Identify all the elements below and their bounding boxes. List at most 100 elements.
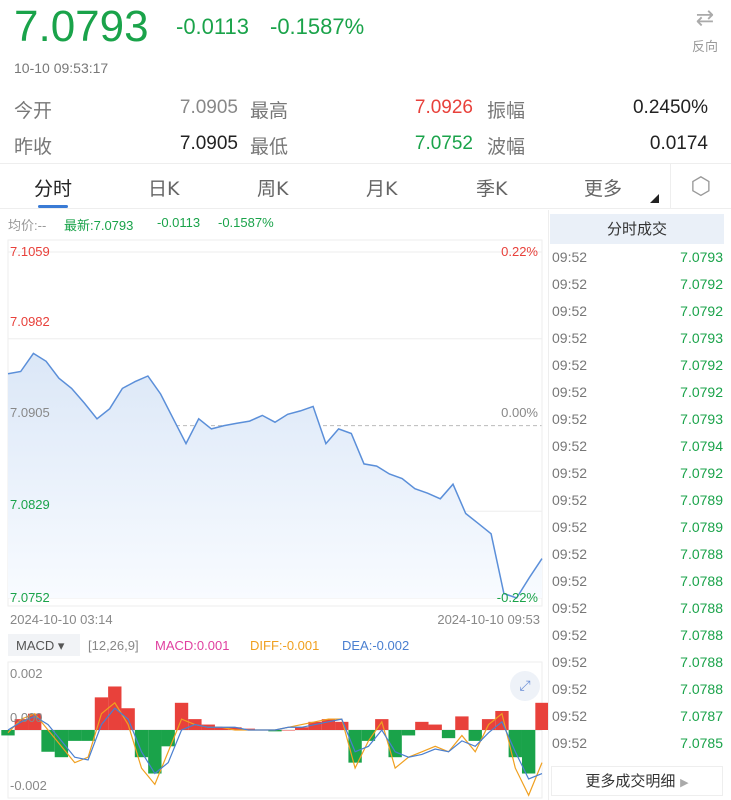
- more-trades-label: 更多成交明细: [585, 772, 676, 790]
- reverse-label: 反向: [691, 40, 718, 55]
- active-tab-indicator: [38, 205, 68, 208]
- current-price: 7.0793: [14, 2, 149, 51]
- high-value: 7.0926: [414, 97, 473, 118]
- trade-time: 09:52: [552, 411, 588, 427]
- open-value: 7.0905: [179, 97, 238, 118]
- tab-monthly[interactable]: 月K: [366, 178, 398, 200]
- trade-price: 7.0785: [680, 735, 723, 751]
- tab-weekly[interactable]: 周K: [257, 178, 289, 200]
- trade-price: 7.0792: [680, 357, 723, 373]
- open-label: 今开: [14, 101, 53, 122]
- tab-intraday[interactable]: 分时: [34, 178, 73, 200]
- tab-more[interactable]: 更多: [584, 178, 623, 200]
- macd-bar: [441, 730, 456, 739]
- prev-close-value: 7.0905: [179, 133, 238, 154]
- price-change-percent: -0.1587%: [270, 14, 365, 39]
- macd-bar: [308, 721, 322, 730]
- swap-arrows-icon: ⇄: [695, 6, 715, 31]
- trade-time: 09:52: [552, 708, 588, 724]
- macd-bar: [268, 730, 282, 732]
- macd-bar: [468, 730, 482, 741]
- expand-icon[interactable]: ⤢: [510, 671, 540, 701]
- macd-bar: [281, 730, 296, 731]
- macd-bar: [455, 716, 469, 730]
- trade-time: 09:52: [552, 330, 588, 346]
- divider: [548, 210, 549, 800]
- y-tick-label: 7.0905: [10, 405, 50, 420]
- price-change: -0.0113: [176, 14, 249, 39]
- trade-time: 09:52: [552, 357, 588, 373]
- trade-price: 7.0788: [680, 681, 723, 697]
- macd-bar: [295, 727, 309, 730]
- macd-bar: [41, 730, 55, 752]
- trade-time: 09:52: [552, 249, 588, 265]
- macd-y-tick: 0.002: [10, 666, 43, 681]
- latest-change-pct: -0.1587%: [218, 215, 274, 230]
- more-trades-button[interactable]: 更多成交明细 ▶: [551, 766, 723, 796]
- price-chart[interactable]: [0, 235, 548, 635]
- trade-price: 7.0788: [680, 654, 723, 670]
- macd-bar: [388, 730, 402, 758]
- macd-bar: [214, 727, 229, 730]
- trade-price: 7.0787: [680, 708, 723, 724]
- macd-bar: [161, 730, 175, 747]
- avg-price: 均价:--: [8, 218, 47, 233]
- trade-time: 09:52: [552, 681, 588, 697]
- trade-price: 7.0793: [680, 411, 723, 427]
- trade-time: 09:52: [552, 465, 588, 481]
- macd-chart[interactable]: [0, 660, 548, 800]
- y-tick-label: 7.1059: [10, 244, 50, 259]
- amplitude-label: 振幅: [487, 101, 526, 122]
- trade-price: 7.0788: [680, 600, 723, 616]
- trade-time: 09:52: [552, 600, 588, 616]
- macd-y-tick: 0.000: [10, 710, 43, 725]
- trade-price: 7.0789: [680, 519, 723, 535]
- macd-bar: [1, 730, 15, 736]
- trade-price: 7.0792: [680, 384, 723, 400]
- diff-value: DIFF:-0.001: [250, 638, 320, 653]
- more-dropdown-corner-icon: [650, 194, 659, 203]
- low-value: 7.0752: [414, 133, 473, 154]
- indicator-selector[interactable]: MACD ▾: [8, 634, 80, 656]
- trade-time: 09:52: [552, 546, 588, 562]
- trade-time: 09:52: [552, 519, 588, 535]
- trade-time: 09:52: [552, 654, 588, 670]
- macd-bar: [335, 721, 349, 730]
- dea-line: [7, 707, 543, 780]
- trade-time: 09:52: [552, 492, 588, 508]
- macd-params: [12,26,9]: [88, 638, 139, 653]
- macd-bar: [54, 730, 69, 758]
- pct-tick-label: -0.22%: [496, 590, 538, 605]
- macd-bar: [81, 730, 95, 741]
- macd-bar: [134, 730, 149, 758]
- trade-time: 09:52: [552, 438, 588, 454]
- macd-bar: [241, 728, 255, 730]
- tab-quarterly[interactable]: 季K: [476, 178, 508, 200]
- macd-bar: [14, 719, 29, 730]
- macd-bar: [321, 719, 336, 730]
- prev-close-label: 昨收: [14, 137, 53, 158]
- high-label: 最高: [250, 101, 289, 122]
- trade-price: 7.0792: [680, 465, 723, 481]
- x-label-end: 2024-10-10 09:53: [437, 612, 540, 627]
- trade-time: 09:52: [552, 627, 588, 643]
- trades-title: 分时成交: [550, 214, 724, 244]
- macd-bar: [521, 730, 536, 774]
- tab-daily[interactable]: 日K: [148, 178, 180, 200]
- pct-tick-label: 0.22%: [501, 244, 538, 259]
- trade-time: 09:52: [552, 735, 588, 751]
- macd-bar: [535, 702, 548, 730]
- macd-y-tick: -0.002: [10, 778, 47, 793]
- hexagon-settings-icon[interactable]: ⬡: [670, 164, 731, 208]
- macd-bar: [375, 719, 389, 730]
- trade-time: 09:52: [552, 276, 588, 292]
- latest-change: -0.0113: [157, 215, 201, 230]
- macd-value: MACD:0.001: [155, 638, 230, 653]
- trade-price: 7.0788: [680, 627, 723, 643]
- macd-bar: [361, 730, 376, 741]
- trade-price: 7.0792: [680, 303, 723, 319]
- dea-value: DEA:-0.002: [342, 638, 410, 653]
- reverse-button[interactable]: ⇄ 反向: [684, 6, 726, 55]
- pct-tick-label: 0.00%: [501, 405, 538, 420]
- low-label: 最低: [250, 137, 289, 158]
